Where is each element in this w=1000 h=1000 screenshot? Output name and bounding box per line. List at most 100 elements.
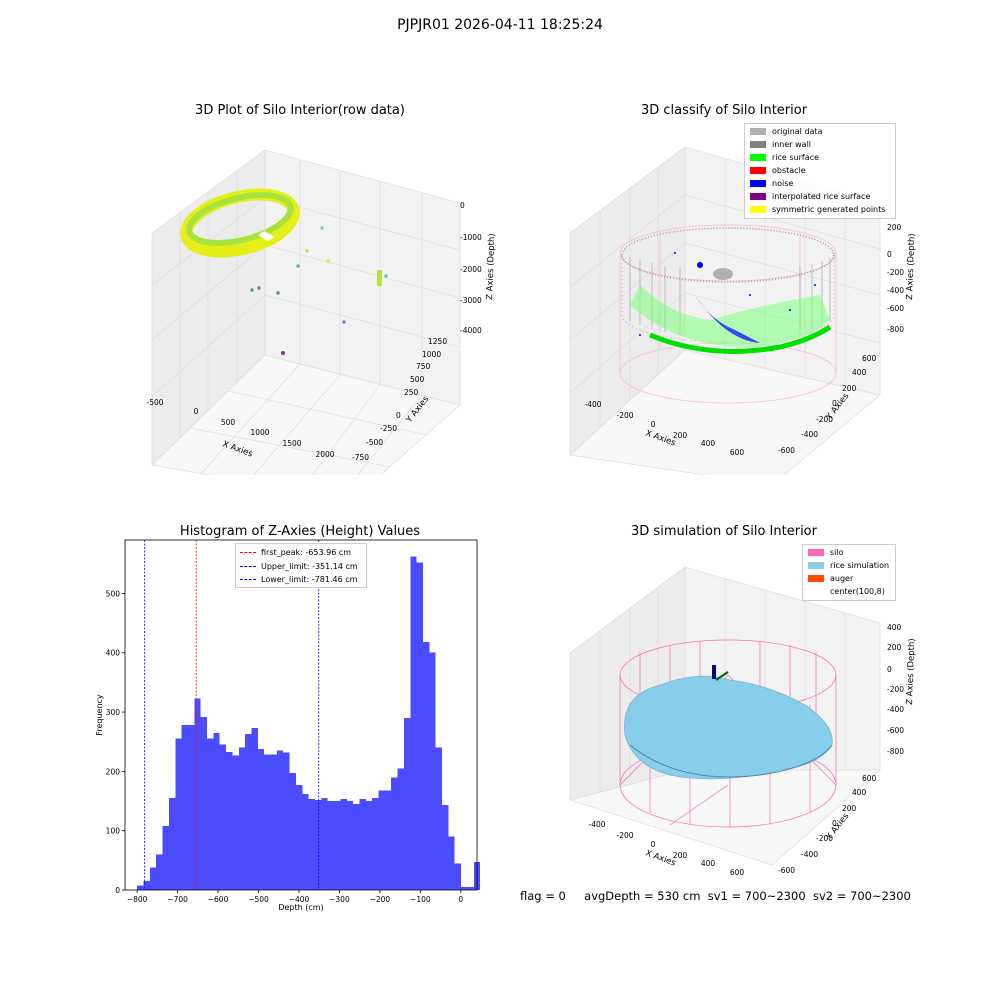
- panel2-legend: original data inner wall rice surface obsta…: [744, 123, 896, 219]
- panel2-legend-swatch: [750, 128, 766, 135]
- panel2-original-data-cluster: [713, 268, 733, 280]
- panel4-legend-label: silo: [830, 548, 844, 557]
- panel2-z-label: Z Axies (Depth): [905, 233, 917, 300]
- histogram-bar: [276, 750, 284, 890]
- panel4-x-tick: 400: [701, 859, 716, 868]
- panel2-y-tick: 400: [852, 368, 867, 377]
- panel2-legend-label: original data: [772, 127, 823, 136]
- panel1-z-tick: -2000: [460, 265, 482, 274]
- panel2-x-tick: 400: [701, 439, 716, 448]
- panel1-tick-labels: 0 -1000 -2000 -3000 -4000 -500 0 500 100…: [146, 201, 482, 462]
- histogram-bar: [181, 725, 188, 890]
- panel4-x-tick: 600: [730, 868, 745, 877]
- panel4-x-tick: -200: [616, 831, 633, 840]
- histogram-bar: [162, 825, 169, 890]
- panel1-y-tick: -500: [366, 438, 383, 447]
- panel4-y-tick: -400: [801, 850, 818, 859]
- histogram-chart[interactable]: −800 −700 −600 −500 −400 −300 −200 −100 0 0 100 20…: [88, 535, 488, 925]
- histogram-bar: [143, 881, 150, 890]
- histogram-bar: [410, 556, 417, 890]
- histogram-bar: [270, 754, 277, 890]
- panel4-y-tick: 400: [852, 788, 867, 797]
- histogram-bar: [200, 716, 208, 890]
- histogram-x-tick-label: −300: [329, 895, 350, 904]
- panel2-y-tick: -600: [778, 446, 795, 455]
- sv1-value: sv1 = 700~2300: [707, 889, 806, 903]
- panel1-x-tick: -500: [146, 398, 163, 407]
- panel2-z-tick: -400: [887, 286, 904, 295]
- panel1-z-tick: -4000: [460, 326, 482, 335]
- histogram-bars: [137, 556, 481, 890]
- panel4-z-tick: 0: [887, 665, 892, 674]
- histogram-bar: [257, 748, 265, 890]
- histogram-bar: [149, 867, 157, 890]
- panel4-z-tick: 200: [887, 643, 902, 652]
- panel1-3d-plot[interactable]: 0 -1000 -2000 -3000 -4000 -500 0 500 100…: [140, 135, 500, 475]
- panel1-z-tick: 0: [460, 201, 465, 210]
- panel4-legend-label: auger: [830, 574, 854, 583]
- histogram-legend-label: Upper_limit: -351.14 cm: [261, 561, 358, 571]
- histogram-bar: [283, 752, 290, 890]
- panel4-legend-swatch: [808, 588, 824, 595]
- histogram-x-tick-label: −600: [208, 895, 229, 904]
- histogram-x-tick-label: −700: [167, 895, 188, 904]
- panel4-y-tick: -200: [816, 834, 833, 843]
- panel1-x-tick: 0: [194, 407, 199, 416]
- panel1-x-tick: 1500: [282, 439, 301, 448]
- histogram-bar: [416, 562, 423, 890]
- panel1-y-tick: 1000: [422, 350, 441, 359]
- panel4-legend-item: rice simulation: [808, 559, 889, 572]
- panel2-legend-swatch: [750, 206, 766, 213]
- panel2-noise: [639, 252, 816, 343]
- panel1-y-tick: 1250: [428, 337, 447, 346]
- histogram-bar: [353, 803, 360, 890]
- panel2-legend-label: rice surface: [772, 153, 819, 162]
- panel2-y-tick: 0: [832, 399, 837, 408]
- histogram-axes-frame: [124, 539, 478, 891]
- sv2-value: sv2 = 700~2300: [812, 889, 911, 903]
- histogram-bar: [219, 744, 227, 890]
- panel4-legend-label: rice simulation: [830, 561, 890, 570]
- histogram-bar: [213, 732, 220, 890]
- panel1-z-tick: -1000: [460, 233, 482, 242]
- histogram-bar: [435, 747, 443, 890]
- histogram-legend-label: first_peak: -653.96 cm: [261, 548, 352, 557]
- histogram-legend-item: Lower_limit: -781.46 cm: [240, 573, 357, 586]
- histogram-bar: [454, 863, 462, 890]
- panel2-x-tick: -200: [616, 411, 633, 420]
- histogram-bar: [378, 790, 385, 890]
- histogram-x-label: Depth (cm): [278, 903, 323, 912]
- panel4-3d-plot[interactable]: 400 200 0 -200 -400 -600 -800 -400 -200 …: [560, 555, 920, 885]
- panel4-z-label: Z Axies (Depth): [905, 638, 917, 705]
- histogram-bar: [302, 793, 309, 890]
- panel2-x-tick: 200: [673, 431, 688, 440]
- panel1-y-tick: 500: [410, 375, 425, 384]
- histogram-bar: [397, 768, 404, 890]
- panel4-y-tick: 200: [842, 804, 857, 813]
- histogram-bar: [137, 885, 144, 890]
- panel2-legend-item: obstacle: [750, 164, 806, 177]
- figure-title: PJPJR01 2026-04-11 18:25:24: [397, 17, 603, 33]
- histogram-bar: [187, 725, 195, 890]
- panel1-title: 3D Plot of Silo Interior(row data): [195, 103, 405, 118]
- panel2-z-tick: -600: [887, 304, 904, 313]
- panel1-y-tick: -750: [352, 453, 369, 462]
- histogram-x-tick-label: −100: [410, 895, 431, 904]
- histogram-y-label: Frequency: [95, 694, 104, 736]
- panel1-x-tick: 2000: [315, 450, 334, 459]
- panel2-y-tick: -400: [801, 430, 818, 439]
- histogram-bar: [245, 733, 252, 890]
- panel4-legend-item: silo: [808, 546, 844, 559]
- avg-depth-value: avgDepth = 530 cm: [584, 889, 701, 903]
- histogram-y-tick-label: 400: [106, 649, 121, 658]
- histogram-y-tick-label: 200: [106, 767, 121, 776]
- histogram-bar: [359, 799, 366, 890]
- panel4-legend-swatch: [808, 549, 824, 556]
- histogram-bar: [429, 652, 436, 890]
- histogram-bar: [251, 728, 258, 890]
- panel2-legend-item: symmetric generated points: [750, 203, 885, 216]
- histogram-bar: [175, 738, 182, 890]
- histogram-bar: [156, 854, 163, 890]
- panel2-z-tick: -200: [887, 268, 904, 277]
- histogram-bar: [403, 717, 411, 890]
